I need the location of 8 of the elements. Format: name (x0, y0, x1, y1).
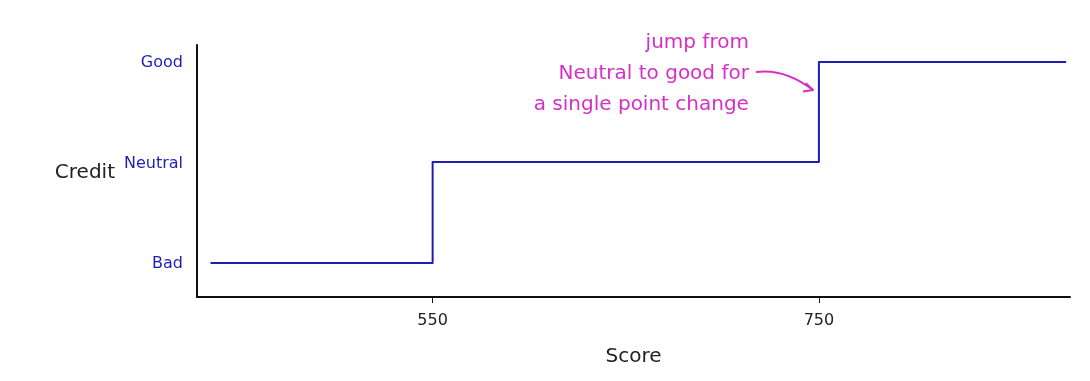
x-tick-label: 750 (803, 309, 835, 329)
text: Good (140, 52, 183, 72)
y-axis-title: Credit (54, 159, 116, 183)
annotation: jump from Neutral to good for a single point change (533, 28, 750, 115)
x-tick-label: 550 (417, 309, 448, 329)
text: Bad (152, 253, 183, 273)
x-axis-title: Score (605, 343, 662, 367)
text: Neutral (123, 152, 183, 172)
